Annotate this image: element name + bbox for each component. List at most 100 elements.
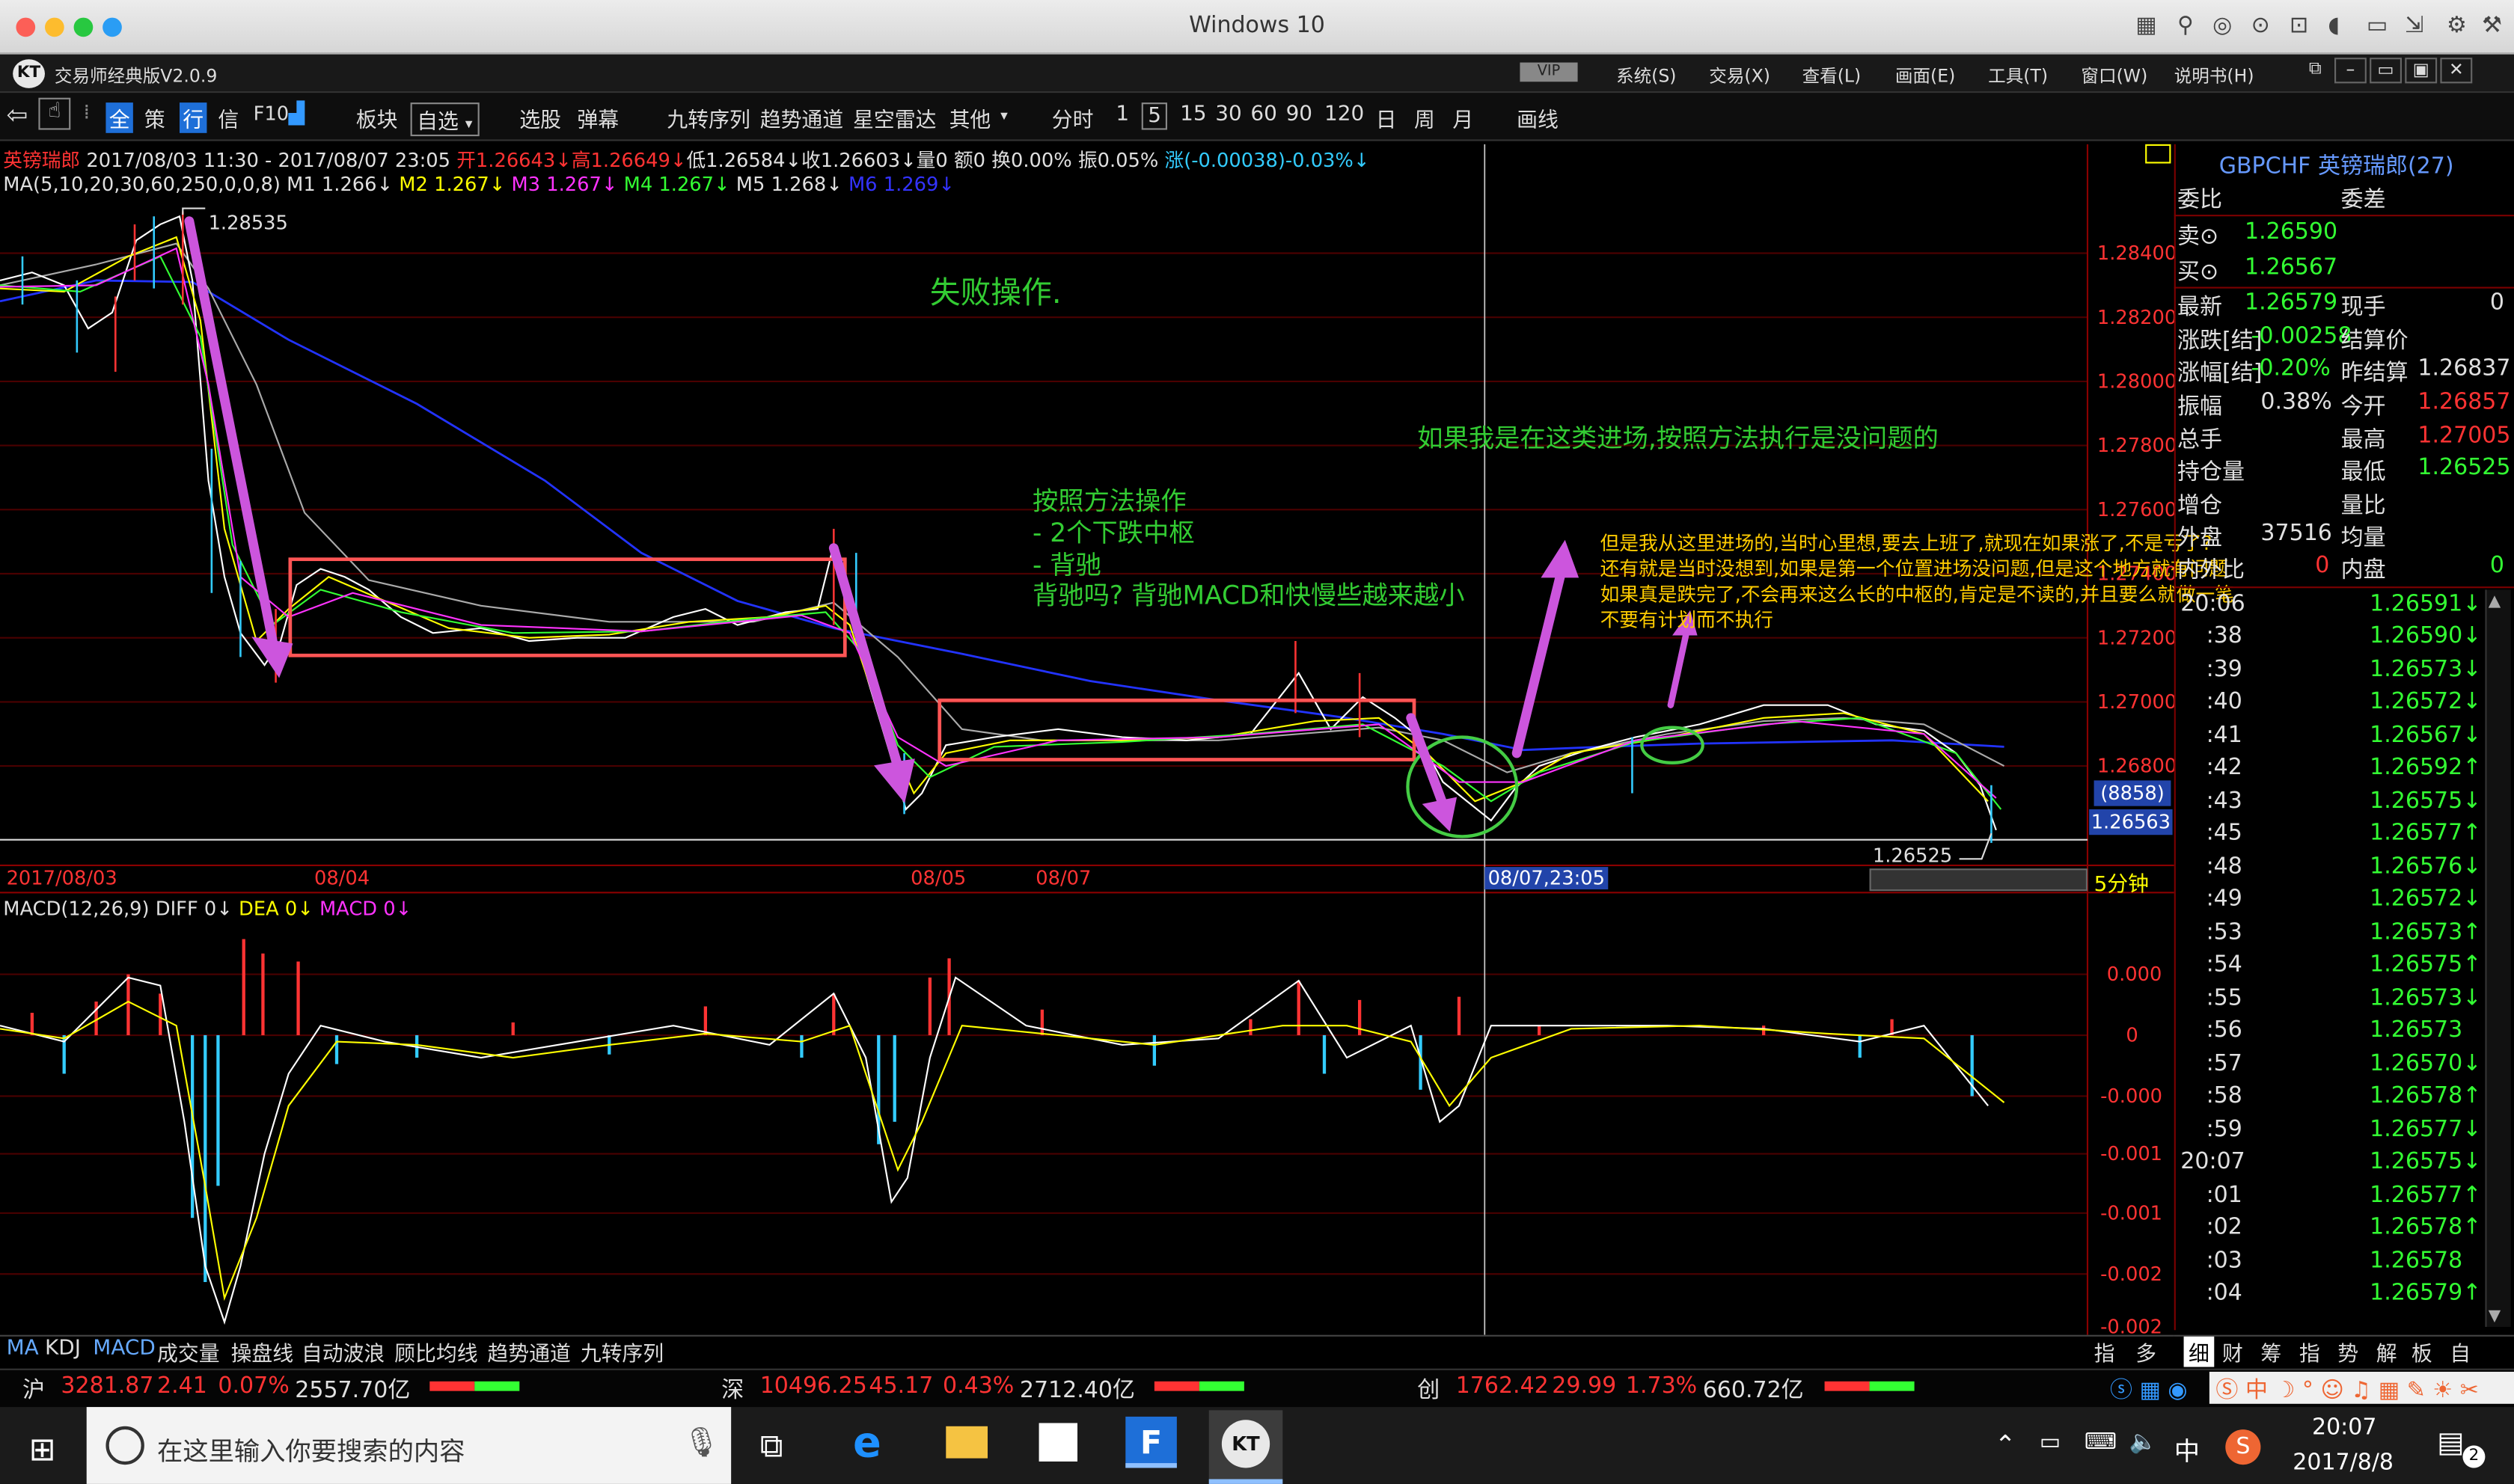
ime-toolbar[interactable]	[2209, 1371, 2514, 1404]
taskbar-time[interactable]: 20:07	[2312, 1414, 2377, 1441]
close-window-button[interactable]	[16, 17, 36, 37]
windows-start-icon[interactable]: ⊞	[28, 1429, 56, 1468]
period-day[interactable]: 日	[1375, 108, 1397, 133]
tab-kdj[interactable]: KDJ	[45, 1336, 81, 1361]
menu-tools[interactable]: 工具(T)	[1988, 65, 2049, 87]
wrench-icon[interactable]: ⚒	[2482, 13, 2503, 39]
tool-watchlist-dropdown[interactable]: 自选 ▾	[410, 102, 480, 137]
tool-f10[interactable]: F10	[253, 102, 290, 126]
period-60[interactable]: 60	[1250, 102, 1277, 127]
menu-system[interactable]: 系统(S)	[1616, 65, 1677, 87]
menu-window[interactable]: 窗口(W)	[2081, 65, 2148, 87]
tab-guppy-ma[interactable]: 顾比均线	[394, 1343, 478, 1367]
battery-icon[interactable]: ▭	[2039, 1429, 2061, 1456]
tool-all[interactable]: 全	[105, 102, 133, 133]
rtab-trend[interactable]: 势	[2337, 1343, 2359, 1367]
minimize-window-button[interactable]	[45, 17, 64, 37]
period-1[interactable]: 1	[1116, 102, 1130, 127]
network-icon[interactable]: ⌨	[2084, 1429, 2117, 1456]
usb-icon[interactable]: ⚲	[2177, 13, 2194, 39]
microphone-icon[interactable]: 🎙	[682, 1426, 720, 1460]
disc-icon[interactable]: ⊙	[2251, 13, 2270, 39]
tool-nine-turn[interactable]: 九转序列	[667, 108, 750, 133]
minimize-button[interactable]: –	[2334, 58, 2367, 84]
close-button[interactable]: ✕	[2440, 58, 2473, 84]
small-window-button[interactable]: ▭	[2370, 58, 2402, 84]
taskbar-app-f-icon[interactable]: F	[1125, 1416, 1177, 1468]
tool-barrage[interactable]: 弹幕	[577, 108, 620, 133]
kline-chart-area[interactable]	[0, 141, 2174, 1335]
screen-icon[interactable]: ⊡	[2290, 13, 2309, 39]
rtab-analysis[interactable]: 解	[2376, 1343, 2397, 1367]
tool-window-icon[interactable]: ▟	[288, 102, 305, 127]
taskbar-date[interactable]: 2017/8/8	[2293, 1450, 2394, 1477]
rtab-detail[interactable]: 细	[2183, 1336, 2215, 1367]
back-arrow-icon[interactable]: ⇦	[6, 99, 28, 130]
fullscreen-window-button[interactable]	[103, 17, 122, 37]
taskbar-search-box[interactable]	[86, 1407, 732, 1484]
period-5[interactable]: 5	[1141, 102, 1168, 130]
tab-macd[interactable]: MACD	[93, 1336, 156, 1361]
tool-quote[interactable]: 行	[180, 102, 207, 133]
taskbar-search-input[interactable]: 在这里输入你要搜索的内容	[157, 1435, 465, 1467]
scroll-up-icon[interactable]: ▲	[2488, 592, 2501, 611]
audio-icon[interactable]: ◖	[2328, 13, 2340, 39]
ime-indicator[interactable]: 中	[2174, 1435, 2200, 1467]
chart-scrollbar[interactable]	[1869, 868, 2088, 892]
period-120[interactable]: 120	[1324, 102, 1365, 127]
period-30[interactable]: 30	[1215, 102, 1242, 127]
task-view-icon[interactable]: ⧉	[759, 1426, 783, 1465]
tool-other[interactable]: 其他	[949, 108, 991, 133]
cd-icon[interactable]: ◎	[2212, 13, 2233, 39]
tool-sector[interactable]: 板块	[355, 108, 398, 133]
tab-multi[interactable]: 多	[2135, 1343, 2157, 1367]
rtab-chips[interactable]: 筹	[2260, 1343, 2282, 1367]
keyboard-icon[interactable]: ▦	[2135, 13, 2157, 39]
tab-volume[interactable]: 成交量	[157, 1343, 220, 1367]
index-name[interactable]: 创	[1417, 1378, 1440, 1404]
tab-ma[interactable]: MA	[6, 1336, 39, 1361]
pointer-hand-icon[interactable]: ☝	[38, 97, 71, 130]
restore-icon[interactable]: ⧉	[2308, 58, 2322, 79]
period-90[interactable]: 90	[1285, 102, 1313, 127]
tool-info[interactable]: 信	[218, 108, 239, 133]
menu-screen[interactable]: 画面(E)	[1894, 65, 1956, 87]
camera-icon[interactable]: ▭	[2366, 13, 2388, 39]
tab-index[interactable]: 指	[2094, 1343, 2115, 1367]
maximize-button[interactable]: ▣	[2405, 58, 2438, 84]
tray-s-icon[interactable]: ⓢ ▦ ◉	[2110, 1378, 2188, 1404]
snapshot-icon[interactable]: ⇲	[2405, 13, 2424, 39]
tab-auto-wave[interactable]: 自动波浪	[301, 1343, 385, 1367]
menu-view[interactable]: 查看(L)	[1802, 65, 1862, 87]
settings-icon[interactable]: ⚙	[2447, 13, 2467, 39]
store-icon[interactable]	[1039, 1423, 1077, 1462]
rtab-index[interactable]: 指	[2299, 1343, 2320, 1367]
tray-chevron-icon[interactable]: ⌃	[1994, 1429, 2016, 1460]
volume-icon[interactable]: 🔈	[2129, 1429, 2158, 1456]
period-15[interactable]: 15	[1180, 102, 1207, 127]
tool-trend-channel[interactable]: 趋势通道	[759, 108, 844, 133]
rtab-sector[interactable]: 板	[2411, 1343, 2432, 1367]
scroll-down-icon[interactable]: ▼	[2488, 1307, 2501, 1325]
file-explorer-icon[interactable]	[946, 1426, 988, 1459]
sogou-tray-icon[interactable]: S	[2225, 1429, 2261, 1465]
notification-icon[interactable]: ▤	[2437, 1426, 2465, 1460]
edge-browser-icon[interactable]: e	[853, 1420, 881, 1468]
cortana-icon[interactable]	[105, 1426, 144, 1465]
tab-nine-turn[interactable]: 九转序列	[580, 1343, 664, 1367]
tab-trend-channel[interactable]: 趋势通道	[487, 1343, 571, 1367]
tool-drawing[interactable]: 画线	[1517, 108, 1559, 133]
period-month[interactable]: 月	[1452, 108, 1474, 133]
other-dropdown-icon[interactable]: ▾	[1000, 108, 1008, 126]
sogou-icon[interactable]: Ⓢ 中 ☽ ° ☺ ♫ ▦ ✎ ☀ ✂	[2215, 1378, 2479, 1404]
zoom-window-button[interactable]	[73, 17, 94, 37]
tick-scrollbar[interactable]	[2485, 589, 2511, 1327]
period-week[interactable]: 周	[1414, 108, 1435, 133]
menu-help[interactable]: 说明书(H)	[2174, 65, 2254, 87]
menu-trade[interactable]: 交易(X)	[1709, 65, 1770, 87]
tab-operation-line[interactable]: 操盘线	[230, 1343, 294, 1367]
tool-stock-picker[interactable]: 选股	[519, 108, 562, 133]
tool-star-radar[interactable]: 星空雷达	[853, 108, 937, 133]
period-timeshare[interactable]: 分时	[1051, 108, 1094, 133]
tool-strategy[interactable]: 策	[144, 108, 165, 133]
